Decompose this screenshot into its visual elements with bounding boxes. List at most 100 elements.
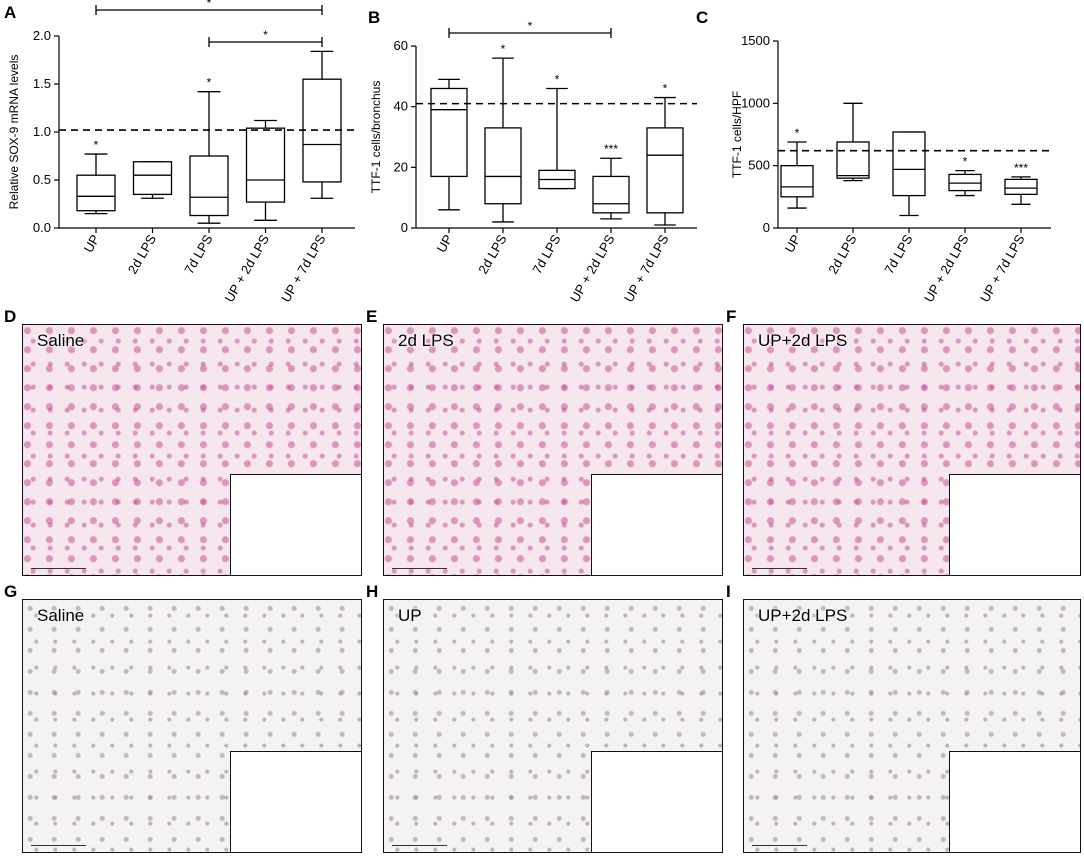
box-iqr <box>646 127 684 214</box>
x-tick-label: 2d LPS <box>825 232 859 277</box>
y-tick-label: 60 <box>394 38 408 53</box>
box-iqr <box>76 174 116 212</box>
box-iqr <box>484 127 522 205</box>
significance-bracket: * <box>95 0 323 15</box>
panel-letter-d: D <box>4 307 17 326</box>
significance-marker: * <box>795 126 800 140</box>
y-tick-label: 1500 <box>741 33 770 48</box>
y-tick-label: 20 <box>394 159 408 174</box>
box-plot-5 <box>302 50 342 199</box>
x-tick-label: 2d LPS <box>475 232 509 277</box>
micrograph-i-inset <box>949 751 1080 852</box>
panel-letter-f: F <box>726 307 737 326</box>
box-iqr <box>302 78 342 183</box>
y-axis-label: TTF-1 cells/bronchus <box>369 81 383 194</box>
x-tick-label: 2d LPS <box>125 232 159 277</box>
box-plot-4 <box>245 119 286 221</box>
micrograph-i: UP+2d LPS <box>743 599 1081 853</box>
significance-marker: *** <box>1014 161 1028 175</box>
panel-letter-c: C <box>696 8 709 27</box>
bracket-label: * <box>263 28 268 42</box>
panel-letter-g: G <box>4 582 18 601</box>
micrograph-h-label: UP <box>398 606 422 625</box>
x-tick-label: UP + 2d LPS <box>921 232 972 305</box>
box-iqr <box>1004 178 1038 195</box>
scale-bar <box>392 568 447 569</box>
box-plot-2: * <box>484 42 522 223</box>
scale-bar <box>31 568 86 569</box>
box-iqr <box>245 127 286 203</box>
box-iqr <box>592 175 630 214</box>
micrograph-f-inset <box>949 474 1080 575</box>
x-tick-label: UP <box>81 232 103 255</box>
panel-letter-b: B <box>368 8 381 27</box>
micrograph-d-inset <box>230 474 361 575</box>
y-tick-label: 1.0 <box>33 124 51 139</box>
box-plot-5: * <box>646 82 684 226</box>
box-plot-2 <box>132 161 173 199</box>
box-iqr <box>189 155 229 217</box>
panel-letter-h: H <box>366 582 379 601</box>
significance-marker: *** <box>604 142 618 156</box>
micrograph-e-label: 2d LPS <box>398 331 454 350</box>
x-tick-label: UP + 2d LPS <box>567 232 618 305</box>
micrograph-f-label: UP+2d LPS <box>758 331 848 350</box>
box-plot-3: * <box>189 76 229 224</box>
micrograph-d-label: Saline <box>37 331 85 350</box>
significance-marker: * <box>663 82 668 96</box>
micrograph-i-label: UP+2d LPS <box>758 606 848 625</box>
y-tick-label: 0.5 <box>33 172 51 187</box>
x-tick-label: UP <box>434 232 456 255</box>
x-tick-label: UP + 7d LPS <box>977 232 1028 305</box>
micrograph-f: UP+2d LPS <box>743 324 1081 576</box>
micrograph-e: 2d LPS <box>383 324 723 576</box>
box-plot-1: * <box>780 126 814 209</box>
micrograph-g: Saline <box>22 599 362 853</box>
box-iqr <box>836 141 870 179</box>
micrograph-h-inset <box>591 751 722 852</box>
micrograph-e-inset <box>591 474 722 575</box>
micrograph-f-image <box>744 325 1080 575</box>
significance-marker: * <box>963 155 968 169</box>
scale-bar <box>752 568 807 569</box>
y-tick-label: 1000 <box>741 95 770 110</box>
micrograph-h: UP <box>383 599 723 853</box>
y-tick-label: 0 <box>401 220 408 235</box>
x-tick-label: UP + 2d LPS <box>221 232 272 305</box>
y-tick-label: 40 <box>394 99 408 114</box>
box-plot-2 <box>836 102 870 182</box>
significance-marker: * <box>501 42 506 56</box>
chart-c-box-plot: 0 500 1000 1500 TTF-1 cells/HPF UP 2d LPS 7d LP… <box>730 33 1051 305</box>
panel-letter-a: A <box>4 3 17 22</box>
panel-letter-e: E <box>366 307 378 326</box>
box-plot-5: *** <box>1004 161 1038 205</box>
bracket-label: * <box>528 19 533 33</box>
significance-marker: * <box>207 76 212 90</box>
y-tick-label: 0 <box>763 220 770 235</box>
scale-bar <box>31 845 86 846</box>
box-iqr <box>780 165 814 198</box>
x-tick-label: UP + 7d LPS <box>621 232 672 305</box>
y-tick-label: 500 <box>748 158 770 173</box>
y-tick-label: 0.0 <box>33 220 51 235</box>
box-plot-4: *** <box>592 142 630 220</box>
box-iqr <box>132 161 173 196</box>
chart-a-box-plot: 0.0 0.5 1.0 1.5 2.0 Relative SOX-9 mRNA level… <box>7 0 355 305</box>
significance-marker: * <box>94 138 99 152</box>
box-plot-3 <box>892 131 926 217</box>
y-tick-label: 1.5 <box>33 76 51 91</box>
y-axis-label: Relative SOX-9 mRNA levels <box>7 55 21 210</box>
bracket-label: * <box>207 0 212 10</box>
x-tick-label: UP + 7d LPS <box>278 232 329 305</box>
x-tick-label: 7d LPS <box>181 232 215 277</box>
scale-bar <box>392 845 447 846</box>
box-plot-1: * <box>76 138 116 215</box>
x-tick-label: UP <box>782 232 804 255</box>
scale-bar <box>752 845 807 846</box>
box-iqr <box>430 87 468 178</box>
significance-marker: * <box>555 72 560 86</box>
micrograph-g-label: Saline <box>37 606 85 625</box>
box-plot-3: * <box>538 72 576 190</box>
micrograph-g-inset <box>230 751 361 852</box>
micrograph-d: Saline <box>22 324 362 576</box>
